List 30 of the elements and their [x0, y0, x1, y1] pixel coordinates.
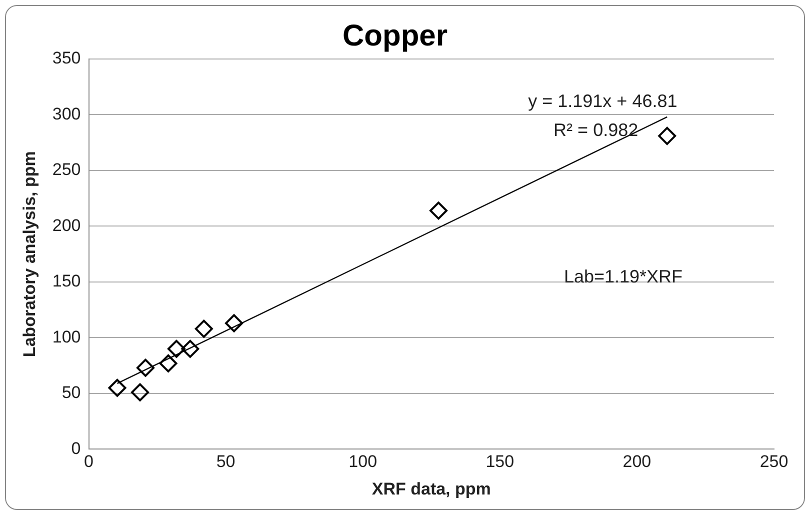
point [194, 320, 213, 338]
y-tick-label: 50 [62, 383, 81, 402]
x-tick-label: 250 [760, 452, 788, 472]
point [658, 126, 676, 145]
y-tick-label: 0 [71, 438, 81, 458]
point [167, 340, 186, 358]
x-axis-title: XRF data, ppm [372, 479, 491, 498]
x-tick-label: 200 [622, 452, 652, 472]
annotation: y = 1.191x + 46.81 [528, 90, 678, 111]
y-tick-label: 200 [52, 216, 81, 235]
y-tick-label: 300 [52, 104, 81, 124]
y-tick-label: 350 [52, 48, 81, 68]
point [136, 358, 154, 377]
point [225, 314, 244, 332]
y-axis-title: Laboratory analysis, ppm [20, 151, 39, 358]
y-tick-label: 100 [52, 327, 81, 346]
x-tick-label: 100 [348, 452, 378, 472]
point [430, 202, 448, 220]
point [159, 354, 178, 372]
point [181, 340, 200, 358]
x-tick-label: 0 [84, 452, 94, 472]
annotation: R² = 0.982 [554, 120, 638, 140]
chart-title: Copper [342, 19, 448, 52]
point [131, 383, 150, 402]
annotation: Lab=1.19*XRF [564, 266, 683, 286]
y-tick-label: 150 [52, 272, 81, 291]
point [108, 378, 126, 397]
x-tick-label: 150 [486, 452, 514, 472]
y-tick-label: 250 [52, 160, 81, 180]
x-tick-label: 50 [216, 452, 236, 472]
